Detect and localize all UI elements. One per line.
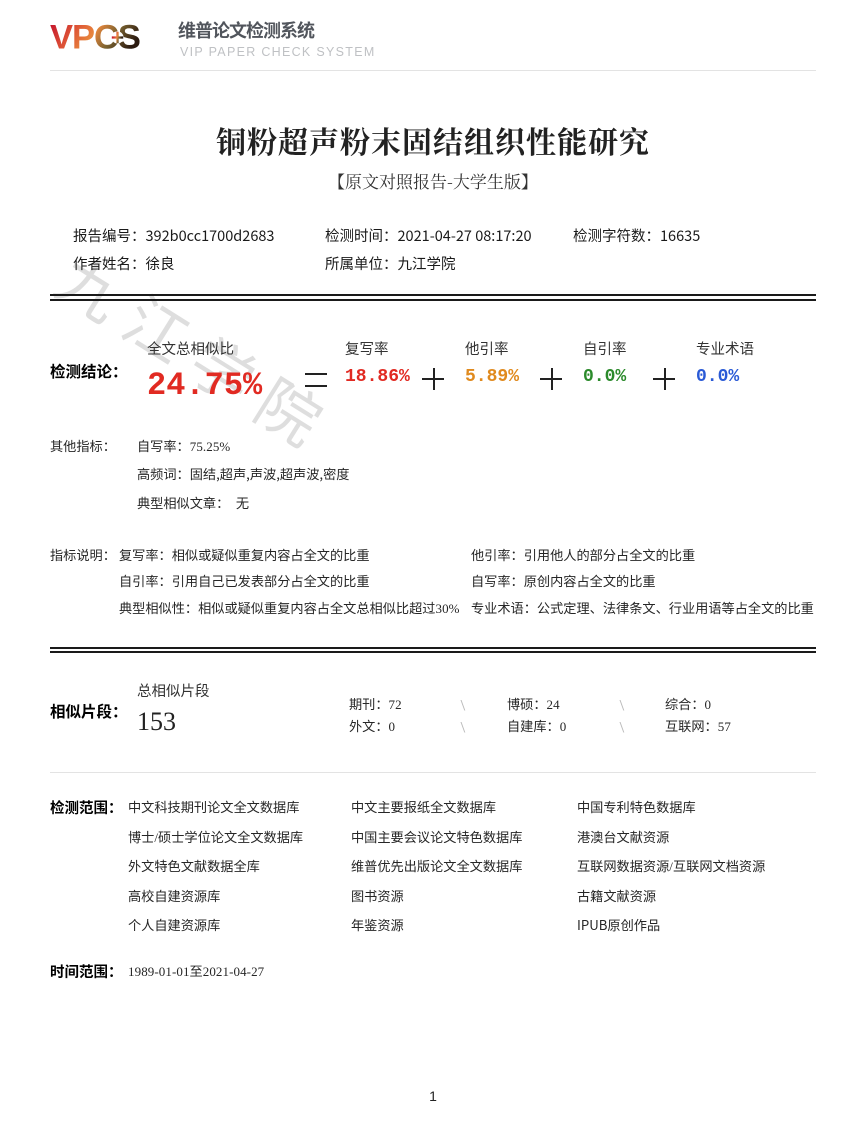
svg-text:VPCS: VPCS bbox=[50, 19, 140, 57]
